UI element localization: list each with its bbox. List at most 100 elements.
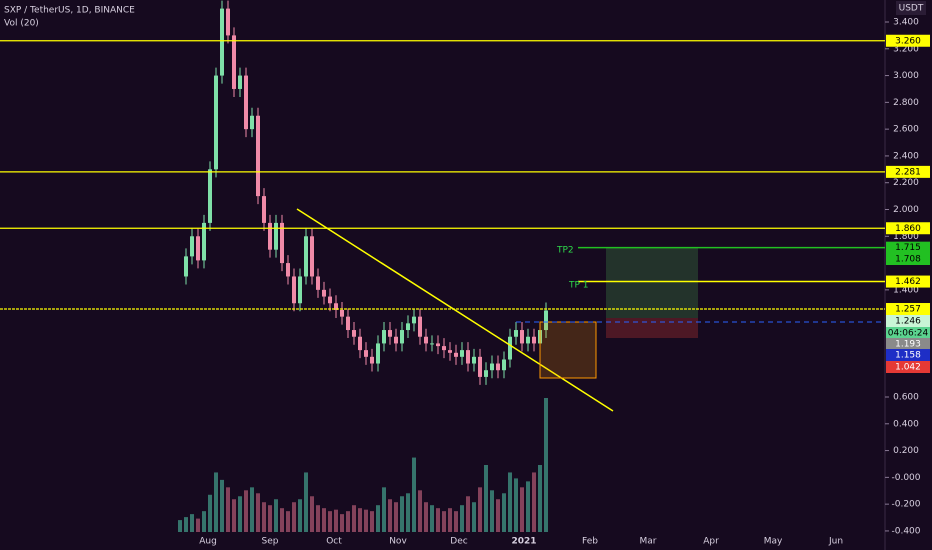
volume-bar [184, 517, 188, 532]
price-tick-label: 0.600 [893, 393, 919, 403]
price-tick-label: 3.200 [893, 44, 919, 54]
price-tick-label: 2.000 [893, 205, 919, 215]
candle-body [436, 343, 440, 347]
loss-zone [606, 318, 698, 338]
volume-bar [382, 487, 386, 532]
candle-body [532, 336, 536, 344]
annotation: TP 1 [568, 281, 589, 291]
price-tick-label: -0.200 [891, 500, 920, 510]
volume-bar [424, 502, 428, 532]
price-badge [886, 275, 930, 288]
price-tick-label: 2.200 [893, 178, 919, 188]
candle-body [514, 330, 518, 337]
volume-bar [418, 490, 422, 532]
profit-zone [606, 247, 698, 318]
candle-body [466, 350, 470, 364]
volume-bar [520, 487, 524, 532]
price-badge-label: 1.246 [895, 317, 921, 327]
price-badge [886, 222, 930, 235]
price-badge [886, 349, 930, 361]
time-label: Sep [262, 537, 279, 547]
price-tick-label: 3.000 [893, 71, 919, 81]
volume-bar [322, 508, 326, 532]
price-badge-label: 2.281 [895, 167, 921, 177]
volume-bar [526, 481, 530, 532]
volume-bar [274, 499, 278, 532]
price-badge [886, 253, 930, 265]
candle-body [190, 236, 194, 257]
volume-bar [310, 496, 314, 532]
volume-bar [442, 511, 446, 532]
candle-body [262, 196, 266, 223]
volume-bar [358, 508, 362, 532]
price-badge-label: 1.193 [895, 340, 921, 350]
volume-bar [352, 505, 356, 532]
price-tick-label: 0.400 [893, 419, 919, 429]
candle-body [304, 236, 308, 277]
candle-body [202, 222, 206, 261]
time-label: 2021 [511, 537, 536, 547]
volume-bar [514, 478, 518, 532]
volume-bar [472, 502, 476, 532]
volume-bar [280, 508, 284, 532]
candle-body [310, 236, 314, 277]
volume-bar [538, 465, 542, 532]
candle-body [286, 263, 290, 277]
candle-body [280, 222, 284, 264]
indicator-title: Vol (20) [4, 19, 39, 29]
volume-bar [226, 487, 230, 532]
price-badge [886, 165, 930, 178]
candle-body [442, 346, 446, 351]
candle-body [346, 316, 350, 331]
candle-body [484, 370, 488, 377]
volume-bar [178, 520, 182, 532]
volume-bar [388, 499, 392, 532]
volume-bar [202, 511, 206, 532]
price-tick-label: 2.600 [893, 125, 919, 135]
candle-body [520, 330, 524, 344]
candle-body [232, 35, 236, 89]
price-tick-label: 0.200 [893, 446, 919, 456]
candle-body [274, 222, 278, 250]
volume-bar [244, 490, 248, 532]
volume-bar [490, 490, 494, 532]
price-badge-label: 1.715 [895, 243, 921, 253]
price-badge-label: 1.257 [895, 305, 921, 315]
candle-body [424, 336, 428, 344]
volume-bar [286, 511, 290, 532]
time-label: May [764, 537, 783, 547]
price-badge [886, 338, 930, 350]
candle-body [316, 276, 320, 290]
candle-body [508, 336, 512, 360]
candle-body [370, 356, 374, 364]
volume-bar [328, 511, 332, 532]
volume-bar [250, 487, 254, 532]
candle-body [526, 336, 530, 344]
candle-body [184, 256, 188, 277]
candle-body [196, 236, 200, 261]
price-tick-label: 1.800 [893, 232, 919, 242]
candle-body [472, 356, 476, 364]
candle-body [358, 336, 362, 351]
candle-body [544, 310, 548, 331]
volume-bar [268, 505, 272, 532]
volume-bar [460, 505, 464, 532]
volume-bar [292, 502, 296, 532]
volume-bar [196, 518, 200, 532]
candle-body [418, 316, 422, 337]
candle-body [490, 363, 494, 371]
volume-bar [214, 472, 218, 532]
volume-bar [448, 508, 452, 532]
price-badge [886, 361, 930, 373]
time-label: Jun [828, 537, 843, 547]
candle-body [220, 8, 224, 76]
price-badge [886, 303, 930, 316]
candle-body [454, 352, 458, 357]
volume-bar [394, 502, 398, 532]
candle-body [256, 115, 260, 197]
time-label: Aug [199, 537, 217, 547]
volume-bar [406, 493, 410, 532]
volume-bar [436, 508, 440, 532]
volume-bar [370, 511, 374, 532]
